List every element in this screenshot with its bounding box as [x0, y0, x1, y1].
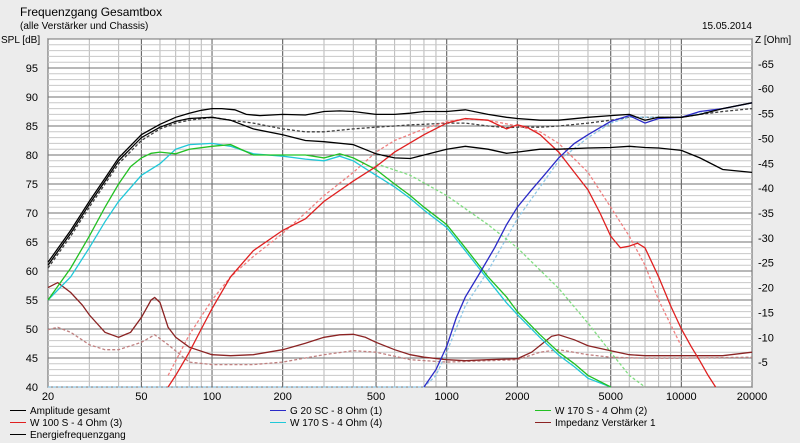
series-amp_b	[47, 116, 753, 266]
y2-tick-label: -20	[758, 283, 774, 295]
legend-item: G 20 SC - 8 Ohm (1)	[270, 406, 382, 417]
y-tick-label: 85	[26, 121, 38, 133]
legend-label: Energiefrequenzgang	[30, 430, 126, 441]
series-w100_dash	[167, 118, 682, 376]
y-tick-label: 60	[26, 266, 38, 278]
legend-item: Impedanz Verstärker 1	[535, 418, 656, 429]
chart-title: Frequenzgang Gesamtbox	[20, 5, 163, 19]
y2-tick-label: -55	[758, 109, 774, 121]
legend-label: W 170 S - 4 Ohm (4)	[290, 418, 383, 429]
legend-item: Amplitude gesamt	[10, 406, 110, 417]
legend-label: W 170 S - 4 Ohm (2)	[555, 406, 648, 417]
series-amp	[47, 102, 753, 263]
legend-swatch	[270, 409, 286, 411]
legend-item: W 100 S - 4 Ohm (3)	[10, 418, 122, 429]
x-tick-label: 500	[367, 391, 385, 403]
y-axis-label: SPL [dB]	[1, 35, 41, 46]
y2-tick-label: -60	[758, 84, 774, 96]
series-w100	[167, 117, 717, 388]
y2-tick-label: -45	[758, 158, 774, 170]
x-tick-label: 100	[203, 391, 221, 403]
legend-swatch	[10, 433, 26, 435]
legend-item: W 170 S - 4 Ohm (4)	[270, 418, 382, 429]
y2-tick-label: -50	[758, 133, 774, 145]
series-w170_4	[47, 142, 611, 388]
y-tick-label: 45	[26, 353, 38, 365]
series-imp	[47, 281, 753, 362]
legend-label: G 20 SC - 8 Ohm (1)	[290, 406, 383, 417]
x-tick-label: 1000	[434, 391, 458, 403]
legend-item: W 170 S - 4 Ohm (2)	[535, 406, 647, 417]
y-tick-label: 70	[26, 208, 38, 220]
legend-swatch	[535, 409, 551, 411]
y2-tick-label: -25	[758, 258, 774, 270]
y-tick-label: 65	[26, 237, 38, 249]
y-tick-label: 50	[26, 324, 38, 336]
y2-tick-label: -35	[758, 208, 774, 220]
y2-tick-label: -40	[758, 183, 774, 195]
legend-item: Energiefrequenzgang	[10, 430, 126, 441]
series-g20_dash	[48, 102, 753, 388]
chart-date: 15.05.2014	[701, 21, 752, 32]
legend-swatch	[535, 421, 551, 423]
legend-label: Amplitude gesamt	[30, 406, 111, 417]
y2-tick-label: -10	[758, 332, 774, 344]
y2-tick-label: -30	[758, 233, 774, 245]
y2-tick-label: -5	[758, 357, 768, 369]
legend-swatch	[270, 421, 286, 423]
legend-label: W 100 S - 4 Ohm (3)	[30, 418, 123, 429]
chart-subtitle: (alle Verstärker und Chassis)	[20, 21, 149, 32]
series-w170_2	[47, 143, 611, 388]
x-tick-label: 2000	[505, 391, 529, 403]
legend-swatch	[10, 409, 26, 411]
legend-label: Impedanz Verstärker 1	[555, 418, 656, 429]
y-tick-label: 95	[26, 63, 38, 75]
series-imp_dash	[47, 326, 753, 366]
y-tick-label: 75	[26, 179, 38, 191]
y-tick-label: 80	[26, 150, 38, 162]
x-tick-label: 20	[42, 391, 54, 403]
x-tick-label: 5000	[598, 391, 622, 403]
x-tick-label: 200	[273, 391, 291, 403]
y2-axis-label: Z [Ohm]	[755, 35, 792, 46]
x-tick-label: 50	[135, 391, 147, 403]
y-tick-label: 40	[26, 382, 38, 394]
series-w170_2_dash	[375, 163, 646, 388]
y2-tick-label: -15	[758, 307, 774, 319]
y2-tick-label: -65	[758, 59, 774, 71]
legend-swatch	[10, 421, 26, 423]
y-tick-label: 90	[26, 92, 38, 104]
x-tick-label: 20000	[737, 391, 768, 403]
x-tick-label: 10000	[666, 391, 697, 403]
y-tick-label: 55	[26, 295, 38, 307]
